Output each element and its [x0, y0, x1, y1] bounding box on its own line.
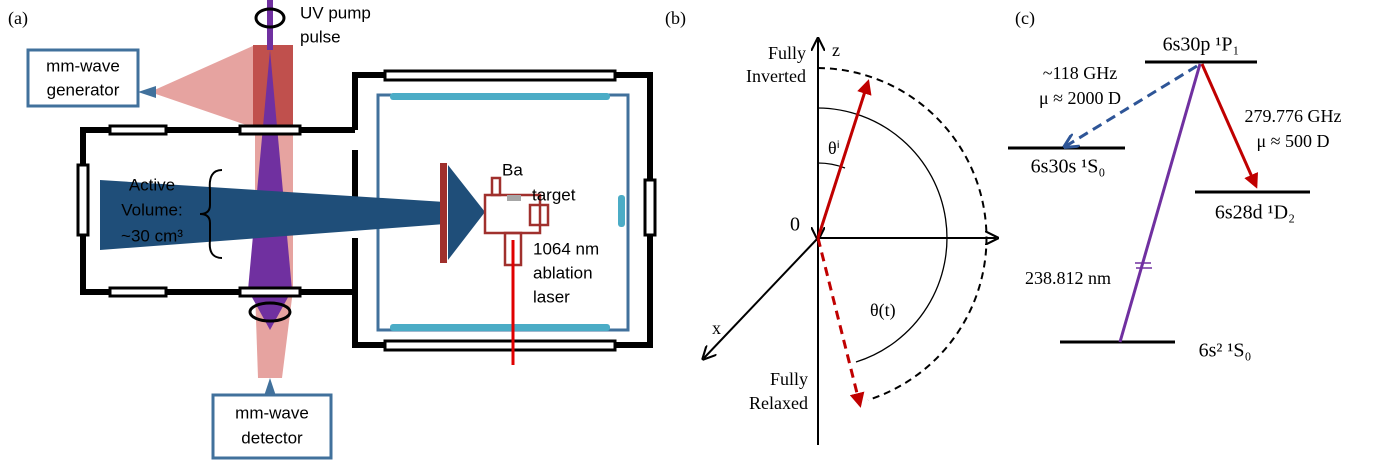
windows-part	[238, 286, 302, 298]
theta-t-arc	[817, 107, 948, 363]
generator-box	[26, 48, 140, 108]
axis-label: x	[712, 318, 721, 338]
left-transition	[1066, 64, 1198, 146]
pump-transition	[1118, 63, 1202, 343]
panel-label: (b)	[665, 8, 686, 29]
transition-label: 238.812 nm	[1025, 268, 1111, 288]
target-label: Ba	[502, 160, 523, 179]
target-assembly-part	[490, 176, 502, 197]
windows-part	[238, 124, 302, 136]
break-marks	[1135, 262, 1152, 269]
chamber-windows-part	[643, 178, 657, 237]
brace	[199, 169, 223, 259]
uv-label: pulse	[300, 27, 341, 46]
uv-beam-part	[267, 0, 273, 50]
uv-label: UV pump	[300, 3, 371, 22]
state-label: Inverted	[746, 66, 806, 86]
theta-i-arc	[817, 162, 846, 169]
horns	[138, 86, 276, 396]
cooling-bars-part	[390, 324, 610, 331]
windows-part	[76, 163, 90, 237]
mm-wave-beam	[100, 165, 485, 260]
target	[507, 195, 521, 201]
generator-label: mm-wave	[46, 56, 120, 75]
lenses	[248, 7, 292, 323]
transition-label: μ ≈ 2000 D	[1039, 88, 1121, 108]
state-label: Relaxed	[749, 393, 808, 413]
level-label: 6s28d ¹D₂	[1215, 202, 1295, 224]
horns-part	[264, 378, 276, 396]
target-assembly-part	[528, 203, 550, 227]
level-label: 6s² ¹S₀	[1199, 340, 1252, 362]
axis-label: z	[832, 40, 840, 60]
mm-wave-beam-part	[100, 180, 445, 250]
laser-label: laser	[533, 287, 570, 306]
uv-beam-part	[248, 50, 292, 330]
state-label: Fully	[768, 43, 806, 63]
laser-label: 1064 nm	[533, 239, 599, 258]
detector-label: detector	[241, 428, 303, 447]
initial-vector	[816, 79, 872, 239]
horns-part	[138, 86, 156, 98]
windows-part	[108, 286, 168, 298]
level-label: 6s30p ¹P₁	[1163, 34, 1240, 56]
detector-label: mm-wave	[235, 403, 309, 422]
windows	[76, 124, 302, 298]
cooling-bars	[390, 93, 625, 331]
panel-label: (c)	[1015, 8, 1035, 29]
panel-b: (b) z x 0 Fully Inverted Fully Relaxed θ…	[665, 8, 996, 445]
lenses-part	[248, 301, 292, 323]
chamber-windows-part	[383, 339, 617, 352]
mirror	[440, 163, 447, 263]
detector-box	[211, 393, 333, 460]
angle-label: θ(t)	[870, 300, 896, 321]
volume-label: ~30 cm³	[121, 226, 183, 245]
transition-label: μ ≈ 500 D	[1256, 131, 1329, 151]
cooling-bars-part	[618, 195, 625, 227]
cooling-bars-part	[390, 93, 610, 100]
labels-a: UV pump pulse mm-wave generator Active V…	[46, 3, 599, 447]
lenses-part	[254, 7, 286, 29]
angle-label: θⁱ	[828, 138, 840, 158]
axes-part	[704, 237, 819, 358]
right-transition	[1200, 63, 1259, 189]
chamber-windows-part	[383, 69, 617, 82]
state-label: Fully	[770, 369, 808, 389]
windows-part	[108, 124, 168, 136]
target-label: target	[532, 185, 576, 204]
origin-label: 0	[790, 214, 800, 236]
transition-label: ~118 GHz	[1043, 63, 1118, 83]
generator-label: generator	[47, 80, 120, 99]
transition-label: 279.776 GHz	[1245, 106, 1342, 126]
mm-wave-beam-part	[448, 165, 485, 260]
level-label: 6s30s ¹S₀	[1031, 156, 1106, 178]
axes	[704, 40, 996, 445]
uv-beam	[248, 0, 292, 330]
volume-label: Active	[129, 175, 175, 194]
laser-label: ablation	[533, 263, 593, 282]
outer-arc	[817, 67, 988, 401]
relaxed-vector	[816, 237, 865, 408]
panel-label: (a)	[8, 8, 28, 29]
panel-a: (a)	[8, 0, 657, 460]
panel-c: (c) 6s30p ¹P₁ 6s30s ¹S₀ 6s28d ¹D₂ 6s² ¹S…	[1008, 8, 1342, 362]
volume-label: Volume:	[121, 200, 182, 219]
chamber-windows	[383, 69, 657, 352]
